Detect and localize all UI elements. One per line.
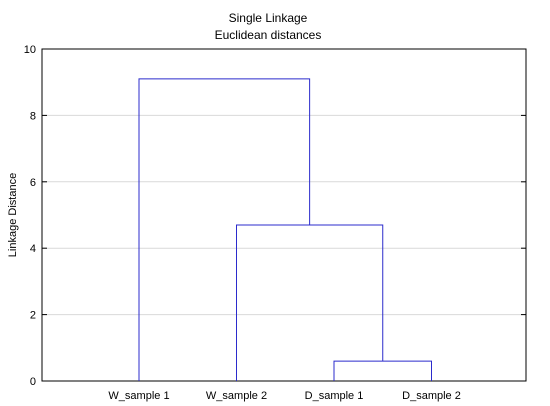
x-tick-label: D_sample 1 [305,390,364,402]
y-axis: 0 2 4 6 8 10 [24,44,526,388]
y-tick-label: 10 [24,44,36,56]
y-tick-label: 6 [30,177,36,189]
dendrogram-links [138,78,432,381]
plot-frame [41,48,527,382]
y-tick-label: 0 [30,376,36,388]
y-tick-label: 4 [30,243,36,255]
x-tick-label: W_sample 2 [206,390,267,402]
y-tick-label: 8 [30,110,36,122]
x-axis: W_sample 1 W_sample 2 D_sample 1 D_sample 2 [108,376,461,402]
y-axis-label: Linkage Distance [7,173,19,257]
dendrogram-link [138,78,311,381]
y-tick-label: 2 [30,310,36,322]
x-tick-label: D_sample 2 [402,390,461,402]
chart-title: Single Linkage [229,11,308,25]
grid-lines [42,114,526,316]
dendrogram-link [333,360,432,381]
x-tick-label: W_sample 1 [108,390,169,402]
chart-subtitle: Euclidean distances [215,28,322,42]
